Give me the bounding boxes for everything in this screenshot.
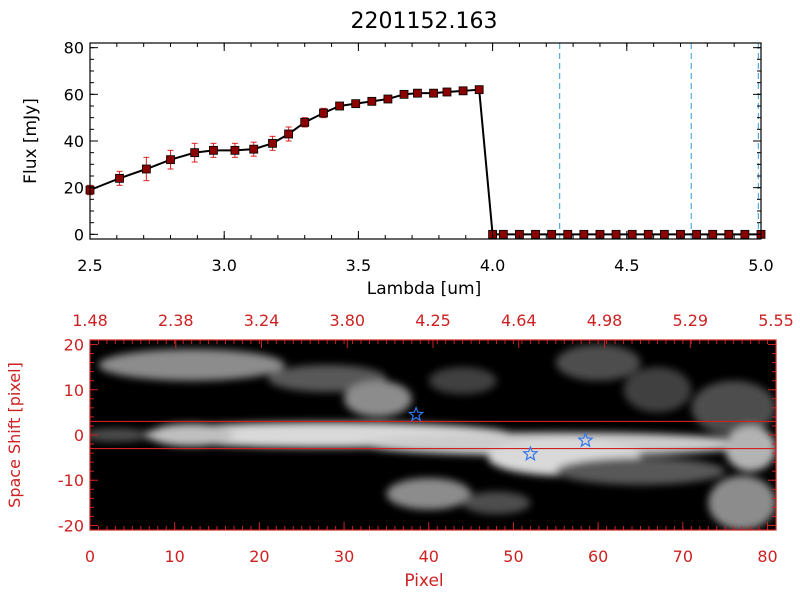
flux-point <box>692 229 701 239</box>
emission-blob <box>623 367 692 413</box>
flux-point <box>300 117 310 127</box>
image-y-label: Space Shift [pixel] <box>5 362 24 508</box>
flux-point <box>413 88 422 98</box>
y-tick-label: -10 <box>58 471 84 490</box>
flux-point <box>209 145 218 155</box>
flux-point <box>474 85 484 95</box>
flux-point <box>579 229 589 239</box>
flux-point <box>141 164 151 174</box>
emission-blob <box>386 477 472 510</box>
flux-point <box>458 86 468 96</box>
emission-blob <box>149 423 234 447</box>
flux-point <box>335 101 345 111</box>
y-tick-label: -20 <box>58 516 84 535</box>
flux-point <box>627 229 637 239</box>
y-tick-label: 60 <box>64 85 84 104</box>
spectral-image-frame <box>89 339 777 531</box>
flux-point <box>351 99 361 109</box>
emission-blob <box>428 367 497 395</box>
top-tick-label: 3.24 <box>244 311 280 330</box>
x-tick-label: 4.0 <box>480 256 505 275</box>
flux-point <box>724 229 734 239</box>
flux-point <box>442 87 452 97</box>
emission-blob <box>462 491 531 515</box>
spectrum-y-label: Flux [mJy] <box>21 98 41 184</box>
x-tick-label: 3.5 <box>346 256 371 275</box>
flux-point <box>399 89 409 99</box>
top-tick-label: 1.48 <box>72 311 108 330</box>
x-tick-label: 3.0 <box>211 256 236 275</box>
top-tick-label: 4.25 <box>415 311 451 330</box>
x-tick-label: 2.5 <box>77 256 102 275</box>
spectrum-x-label: Lambda [um] <box>367 279 481 299</box>
top-tick-label: 4.64 <box>501 311 537 330</box>
flux-point <box>249 144 259 154</box>
flux-point <box>383 94 393 104</box>
emission-blob <box>691 380 776 435</box>
emission-blob <box>555 457 726 485</box>
top-tick-label: 4.98 <box>587 311 623 330</box>
emission-blob <box>344 380 412 417</box>
emission-blob <box>90 428 150 442</box>
emission-blob <box>555 344 641 381</box>
flux-point <box>230 145 240 155</box>
flux-point <box>190 148 200 158</box>
x-tick-label: 50 <box>503 547 523 566</box>
y-tick-label: 10 <box>64 381 84 400</box>
image-x-label: Pixel <box>404 571 443 591</box>
flux-point <box>429 88 438 98</box>
x-tick-label: 10 <box>165 547 185 566</box>
top-tick-label: 2.38 <box>158 311 194 330</box>
flux-point <box>498 229 508 239</box>
flux-point <box>547 229 557 239</box>
star-marker <box>577 431 594 448</box>
flux-point <box>115 173 124 183</box>
x-tick-label: 80 <box>757 547 777 566</box>
x-tick-label: 20 <box>249 547 269 566</box>
flux-point <box>268 138 277 148</box>
flux-point <box>740 229 750 239</box>
flux-point <box>284 129 294 139</box>
flux-point <box>367 96 377 106</box>
flux-series-line <box>89 88 761 236</box>
y-tick-label: 20 <box>64 336 84 355</box>
y-tick-label: 40 <box>64 132 84 151</box>
emission-blob <box>708 475 776 530</box>
flux-point <box>708 229 718 239</box>
flux-point <box>563 229 573 239</box>
star-marker <box>407 405 425 422</box>
x-tick-label: 4.5 <box>614 256 639 275</box>
y-tick-label: 0 <box>74 426 84 445</box>
x-tick-label: 70 <box>673 547 693 566</box>
flux-point <box>659 229 669 239</box>
x-tick-label: 5.0 <box>748 256 773 275</box>
spectrum-plot-frame <box>89 42 762 240</box>
chart-title: 2201152.163 <box>351 9 498 34</box>
x-tick-label: 40 <box>419 547 439 566</box>
y-tick-label: 20 <box>64 179 84 198</box>
flux-point <box>166 155 175 165</box>
top-tick-label: 5.55 <box>758 311 794 330</box>
y-tick-label: 0 <box>74 225 84 244</box>
y-tick-label: 80 <box>64 39 84 58</box>
flux-point <box>319 108 328 118</box>
spectral-image-plot: 0 10 20 30 40 50 60 70 80 1.48 2.38 3.24 3.80 4.25 4.6… <box>5 311 794 591</box>
star-marker <box>522 445 539 462</box>
x-tick-label: 0 <box>85 547 95 566</box>
x-tick-label: 30 <box>334 547 354 566</box>
flux-point <box>643 229 653 239</box>
x-tick-label: 60 <box>588 547 608 566</box>
flux-point <box>531 229 540 239</box>
flux-point <box>611 229 621 239</box>
top-tick-label: 5.29 <box>672 311 708 330</box>
emission-blob <box>98 349 285 381</box>
top-tick-label: 3.80 <box>329 311 365 330</box>
